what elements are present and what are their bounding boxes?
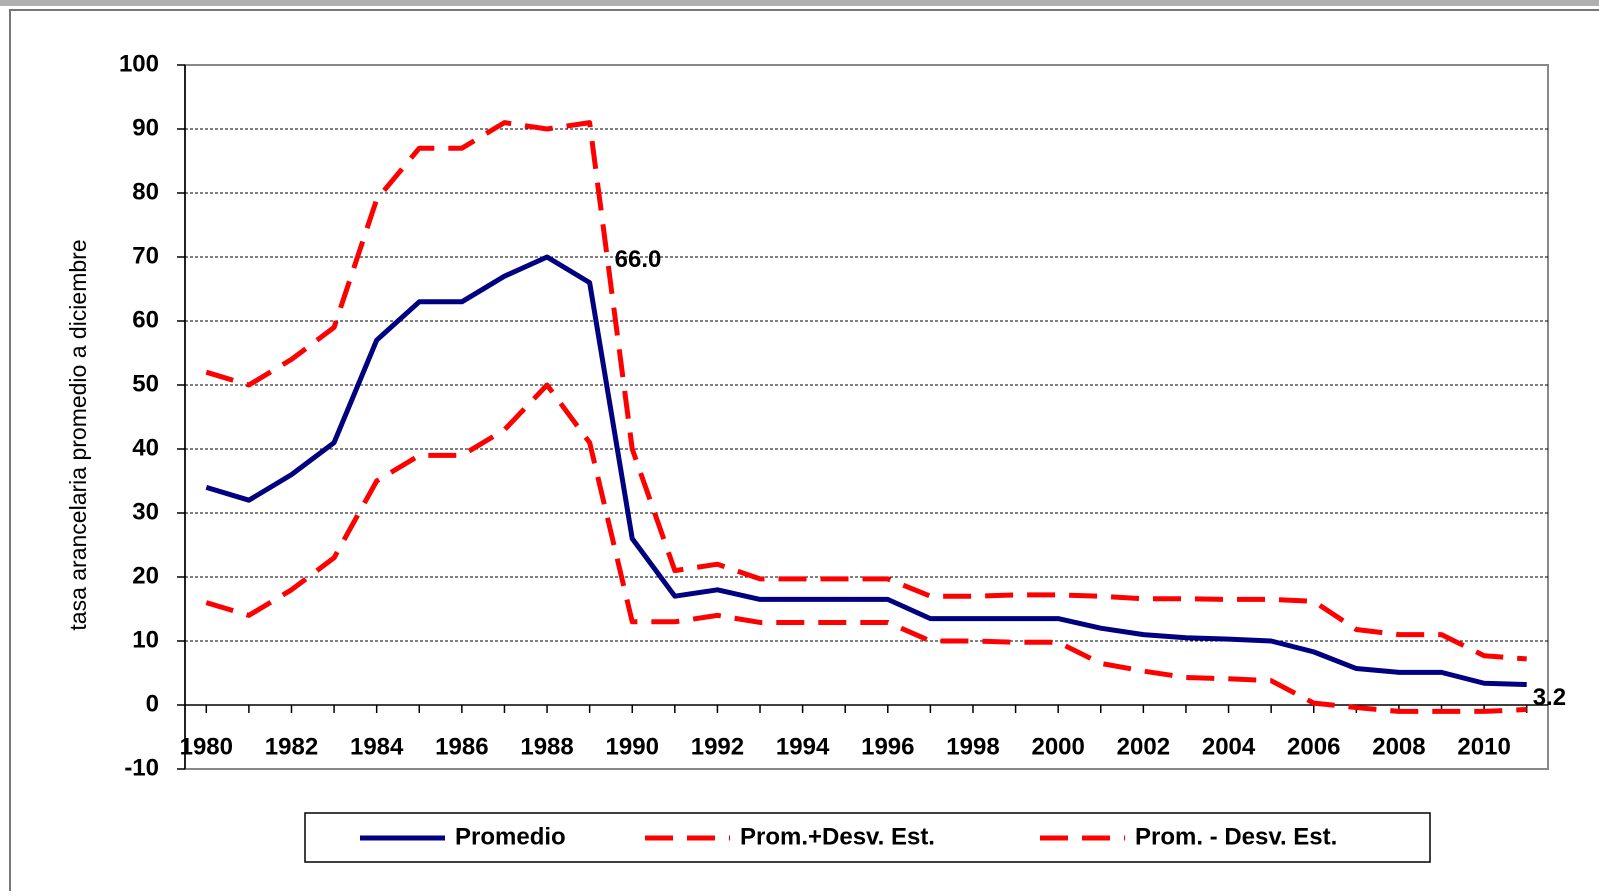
x-tick-label: 2002 [1117, 733, 1170, 760]
x-tick-label: 2004 [1202, 733, 1256, 760]
legend-box [304, 812, 1431, 863]
y-tick-label: 0 [146, 690, 159, 717]
y-tick-label: 40 [132, 434, 159, 461]
x-tick-label: 1994 [776, 733, 830, 760]
y-tick-label: -10 [124, 754, 159, 781]
x-tick-label: 2008 [1372, 733, 1425, 760]
x-tick-label: 1996 [861, 733, 914, 760]
data-label: 3.2 [1533, 684, 1566, 711]
y-tick-label: 70 [132, 242, 159, 269]
top-border [0, 0, 1599, 6]
x-tick-label: 1984 [350, 733, 404, 760]
x-tick-label: 2010 [1457, 733, 1510, 760]
x-tick-label: 1980 [180, 733, 233, 760]
series-line [205, 382, 1527, 714]
y-tick-label: 30 [132, 498, 159, 525]
y-tick-label: 20 [132, 562, 159, 589]
y-tick-label: 50 [132, 370, 159, 397]
y-tick-label: 100 [119, 50, 159, 77]
x-tick-label: 2006 [1287, 733, 1340, 760]
y-tick-label: 90 [132, 114, 159, 141]
series-line [205, 120, 1527, 662]
x-tick-label: 1986 [435, 733, 488, 760]
legend-label: Promedio [455, 823, 566, 850]
x-tick-label: 1992 [691, 733, 744, 760]
chart-frame [9, 9, 1599, 896]
legend-label: Prom. - Desv. Est. [1135, 823, 1337, 850]
x-tick-label: 1982 [265, 733, 318, 760]
x-tick-label: 2000 [1031, 733, 1084, 760]
y-tick-label: 60 [132, 306, 159, 333]
data-label: 66.0 [615, 246, 662, 273]
y-tick-label: 80 [132, 178, 159, 205]
series-line [205, 254, 1527, 688]
legend-label: Prom.+Desv. Est. [740, 823, 935, 850]
x-tick-label: 1998 [946, 733, 999, 760]
y-tick-label: 10 [132, 626, 159, 653]
x-tick-label: 1990 [606, 733, 659, 760]
x-tick-label: 1988 [520, 733, 573, 760]
y-axis-label: tasa arancelaria promedio a diciembre [65, 239, 91, 630]
